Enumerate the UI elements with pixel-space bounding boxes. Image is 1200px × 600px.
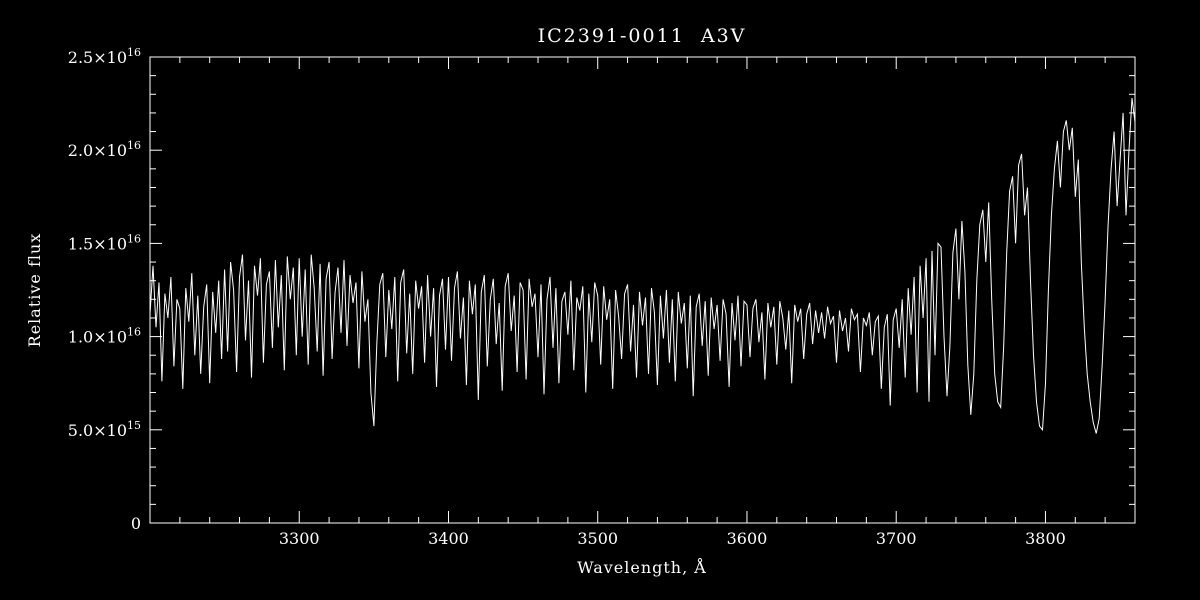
y-tick-label: 1.5×1016 <box>68 232 141 253</box>
y-tick-label: 2.5×1016 <box>68 46 141 67</box>
x-tick-label: 3600 <box>727 529 768 548</box>
axes-layer: 3300 3400 3500 3600 3700 3800 0 5.0×1015 1.0×101… <box>68 46 1136 548</box>
plot-border <box>149 56 1136 524</box>
spectrum-line <box>149 97 1136 434</box>
data-layer <box>149 97 1136 434</box>
y-tick-label: 1.0×1016 <box>68 326 141 347</box>
chart-title: IC2391-0011 A3V <box>538 25 747 47</box>
y-tick-label: 2.0×1016 <box>68 139 141 160</box>
x-tick-label: 3800 <box>1025 529 1066 548</box>
x-tick-label: 3300 <box>279 529 320 548</box>
y-tick-label: 0 <box>131 514 141 533</box>
y-tick-label: 5.0×1015 <box>68 419 141 440</box>
x-axis-label: Wavelength, Å <box>577 557 707 577</box>
y-axis-label: Relative flux <box>25 233 44 348</box>
x-tick-label: 3500 <box>577 529 618 548</box>
x-tick-label: 3400 <box>428 529 469 548</box>
x-tick-label: 3700 <box>876 529 917 548</box>
